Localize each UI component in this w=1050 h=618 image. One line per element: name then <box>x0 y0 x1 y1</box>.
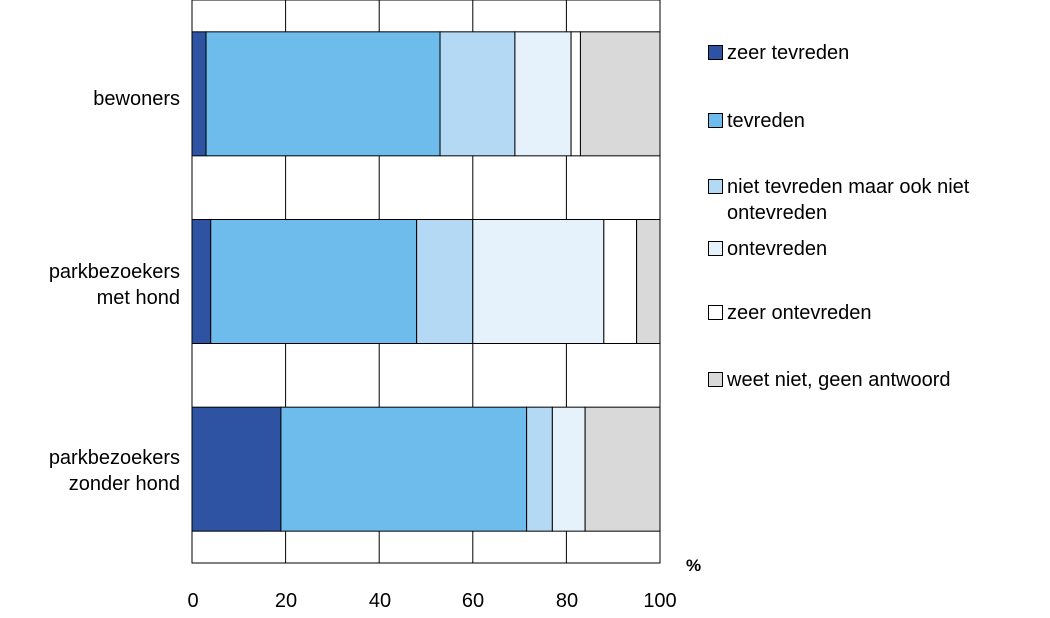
bar-segment-parkbezoekers-met-hond-zeer-tevreden <box>191 219 212 344</box>
bar-segment-parkbezoekers-zonder-hond-zeer-tevreden <box>191 406 282 532</box>
bar-segment-parkbezoekers-zonder-hond-weet-niet-geen-antwoord <box>584 406 661 532</box>
legend-item-tevreden: tevreden <box>708 108 1047 134</box>
legend-item-zeer-ontevreden: zeer ontevreden <box>708 300 1047 326</box>
legend-item-zeer-tevreden: zeer tevreden <box>708 40 1047 66</box>
bar-segment-parkbezoekers-met-hond-ontevreden <box>472 219 605 344</box>
legend-label: weet niet, geen antwoord <box>727 369 951 391</box>
legend-label: ontevreden <box>727 238 828 260</box>
x-axis-unit: % <box>686 556 702 575</box>
legend-label: niet tevreden maar ook niet ontevreden <box>727 176 970 224</box>
bar-segment-parkbezoekers-met-hond-zeer-ontevreden <box>603 219 638 344</box>
x-tick-80: 80 <box>555 590 579 612</box>
legend-label: zeer tevreden <box>727 42 850 64</box>
x-tick-40: 40 <box>368 590 392 612</box>
bar-segment-parkbezoekers-zonder-hond-niet-tevreden-maar-ook-niet-ontevreden <box>526 406 553 532</box>
legend-swatch <box>708 179 723 194</box>
legend-label: tevreden <box>727 110 805 132</box>
bars <box>191 31 661 532</box>
x-tick-20: 20 <box>274 590 298 612</box>
bar-segment-parkbezoekers-met-hond-niet-tevreden-maar-ook-niet-ontevreden <box>416 219 474 344</box>
bar-segment-bewoners-tevreden <box>205 31 441 157</box>
legend-swatch <box>708 305 723 320</box>
legend-swatch <box>708 113 723 128</box>
bar-segment-parkbezoekers-met-hond-tevreden <box>210 219 418 344</box>
plot-frame <box>191 0 661 564</box>
legend-item-ontevreden: ontevreden <box>708 236 1047 262</box>
bar-segment-bewoners-zeer-tevreden <box>191 31 207 157</box>
legend-item-weet-niet-geen-antwoord: weet niet, geen antwoord <box>708 367 1047 393</box>
bar-segment-bewoners-niet-tevreden-maar-ook-niet-ontevreden <box>439 31 516 157</box>
bar-segment-bewoners-weet-niet-geen-antwoord <box>579 31 661 157</box>
x-tick-0: 0 <box>187 590 199 612</box>
category-label-bewoners: bewoners <box>93 88 180 110</box>
legend-item-niet-tevreden-maar-ook-niet-ontevreden: niet tevreden maar ook niet ontevreden <box>708 174 1027 226</box>
bar-segment-parkbezoekers-zonder-hond-ontevreden <box>551 406 586 532</box>
bar-segment-bewoners-zeer-ontevreden <box>570 31 581 157</box>
category-label-parkbezoekers-met-hond: parkbezoekers met hond <box>48 261 180 309</box>
bar-segment-bewoners-ontevreden <box>514 31 572 157</box>
legend-swatch <box>708 372 723 387</box>
legend-swatch <box>708 241 723 256</box>
legend-label: zeer ontevreden <box>727 302 872 324</box>
bar-segment-parkbezoekers-met-hond-weet-niet-geen-antwoord <box>636 219 661 344</box>
category-label-parkbezoekers-zonder-hond: parkbezoekers zonder hond <box>48 447 180 495</box>
bar-segment-parkbezoekers-zonder-hond-tevreden <box>280 406 528 532</box>
x-tick-100: 100 <box>643 590 677 612</box>
x-tick-60: 60 <box>461 590 485 612</box>
legend-swatch <box>708 45 723 60</box>
